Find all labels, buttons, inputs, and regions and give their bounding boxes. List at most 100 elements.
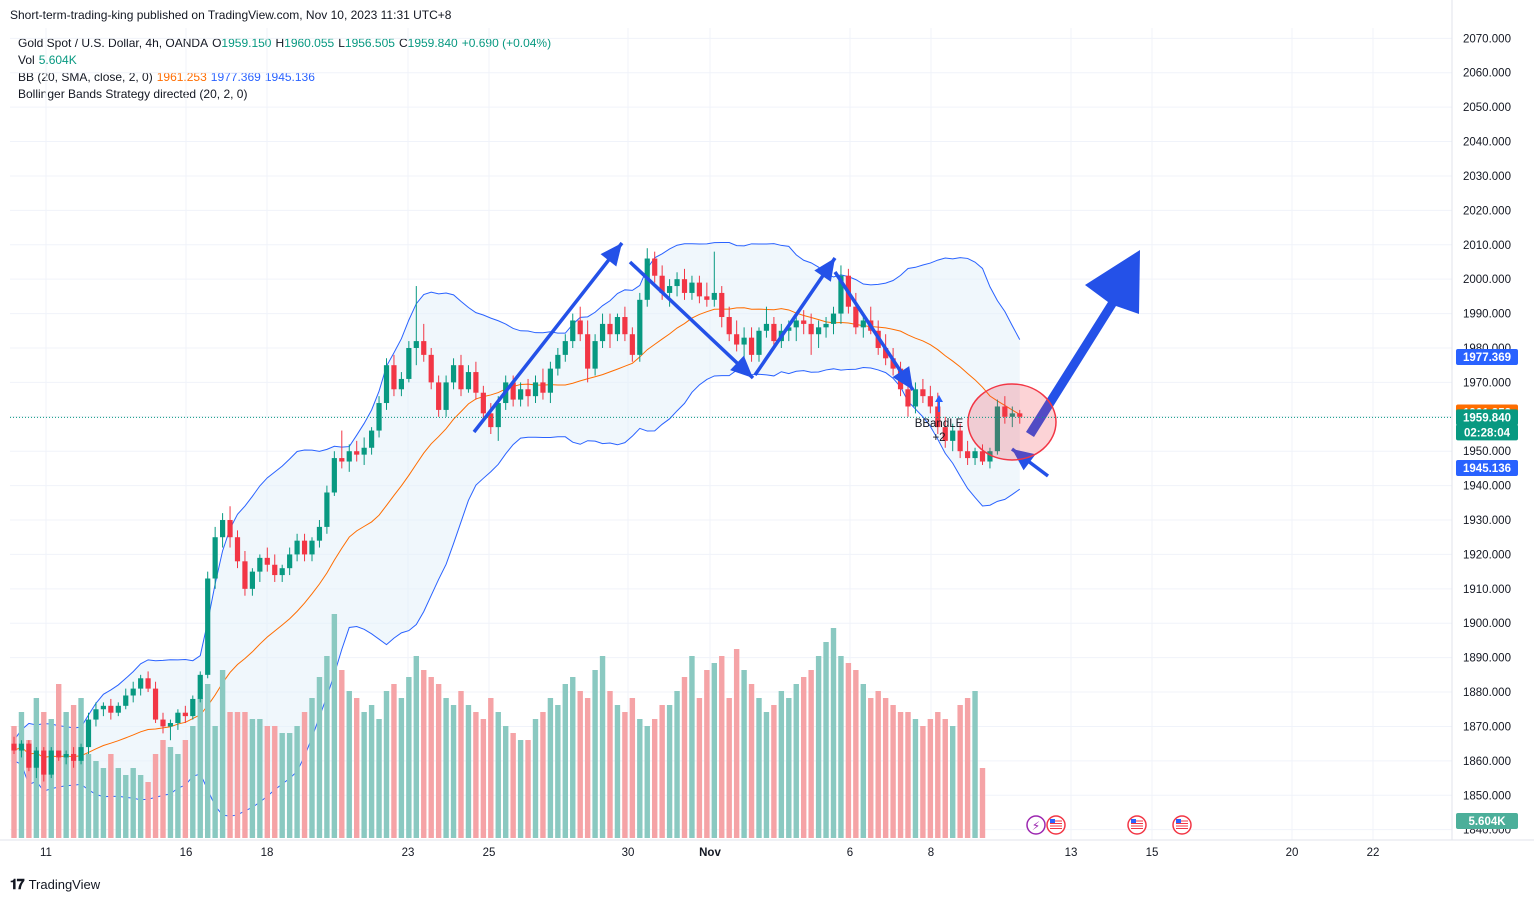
candle-body [33, 750, 39, 768]
volume-bar [413, 656, 419, 838]
volume-bar [294, 726, 300, 838]
volume-bar [897, 712, 904, 838]
candle-body [1002, 406, 1008, 417]
price-tick-label: 1870.000 [1463, 721, 1511, 733]
volume-bar [592, 670, 598, 838]
volume-bar [108, 754, 114, 838]
volume-bar [912, 719, 919, 838]
volume-bar [860, 684, 866, 838]
volume-bar [473, 712, 479, 838]
candle-body [570, 320, 576, 342]
volume-bar [465, 705, 472, 838]
chart-legend: Gold Spot / U.S. Dollar, 4h, OANDA O1959.… [18, 35, 555, 103]
candle-body [354, 451, 360, 455]
legend-bb-label[interactable]: BB (20, SMA, close, 2, 0) [18, 70, 153, 84]
candle-body [272, 564, 278, 576]
publisher-line: Short-term-trading-king published on Tra… [10, 8, 452, 22]
candle-body [748, 337, 755, 355]
price-tick-label: 2070.000 [1463, 33, 1511, 45]
tradingview-logo[interactable]: 𝟏𝟕 TradingView [10, 876, 100, 893]
candle-body [652, 258, 658, 276]
volume-bar [547, 698, 554, 838]
volume-bar [614, 705, 621, 838]
candle-body [860, 320, 866, 328]
volume-bar [756, 698, 762, 838]
volume-bar [920, 726, 926, 838]
candle-body [48, 750, 54, 775]
strategy-entry-label: BBandLE [915, 418, 964, 430]
time-tick-label: 6 [847, 847, 853, 859]
volume-bar [540, 712, 546, 838]
time-tick-label: 20 [1286, 847, 1299, 859]
candle-body [383, 365, 390, 404]
candle-body [912, 389, 919, 407]
legend-symbol[interactable]: Gold Spot / U.S. Dollar, 4h, OANDA [18, 36, 209, 50]
candle-body [287, 554, 293, 569]
candle-body [719, 292, 725, 318]
legend-bb-lower: 1945.136 [264, 70, 315, 84]
legend-strategy[interactable]: Bollinger Bands Strategy directed (20, 2… [18, 87, 248, 101]
volume-bar [927, 719, 934, 838]
candle-body [108, 705, 114, 713]
candle-body [123, 695, 129, 706]
candle-body [704, 296, 710, 300]
arrow-rebound-head [1012, 449, 1036, 471]
candle-body [577, 320, 583, 335]
last-price-tag-bg [1456, 409, 1518, 426]
candle-body [726, 317, 732, 335]
us-flag-icon-canton [1050, 819, 1055, 823]
volume-bar [905, 712, 911, 838]
legend-vol-label[interactable]: Vol [18, 53, 35, 67]
volume-bar [719, 656, 725, 838]
candle-body [853, 306, 859, 328]
strategy-entry-qty: +2 [932, 432, 945, 444]
volume-bar [339, 670, 345, 838]
candle-body [905, 389, 911, 407]
volume-bar [354, 698, 360, 838]
arrow-down-1-shaft [628, 260, 755, 380]
candle-body [242, 561, 248, 589]
time-tick-label: 22 [1367, 847, 1380, 859]
legend-volume-row: Vol 5.604K [18, 52, 555, 69]
annotations: BBandLE +2 ⚡ [472, 241, 1192, 835]
volume-bar [257, 719, 263, 838]
volume-bar [711, 663, 717, 838]
volume-bar [11, 726, 17, 838]
candles [11, 248, 1023, 782]
candle-body [41, 750, 47, 775]
candle-body [331, 458, 337, 493]
candle-body [979, 451, 986, 462]
volume-bar [480, 719, 487, 838]
candle-body [659, 275, 665, 293]
volume-bar [890, 705, 896, 838]
volume-bar [48, 719, 54, 838]
candle-body [920, 389, 926, 397]
volume-bar [808, 670, 814, 838]
volume-bar [525, 740, 531, 838]
candle-body [935, 406, 941, 428]
volume-bar [629, 698, 636, 838]
volume-bar [532, 719, 539, 838]
candle-body [421, 341, 427, 355]
price-tick-label: 1970.000 [1463, 377, 1511, 389]
candle-body [369, 430, 375, 448]
time-tick-label: 13 [1065, 847, 1078, 859]
volume-bar [786, 698, 792, 838]
volume-bar [272, 726, 278, 838]
volume-bar [324, 656, 330, 838]
candle-body [309, 540, 315, 555]
us-flag-icon-canton [1131, 819, 1136, 823]
candle-body [711, 292, 717, 300]
volume-bar [264, 726, 270, 838]
volume-bar [212, 726, 218, 838]
candle-body [279, 568, 285, 576]
legend-change: +0.690 (+0.04%) [461, 36, 552, 50]
volume-bar [70, 705, 77, 838]
volume-bar [644, 726, 650, 838]
candle-body [175, 712, 181, 724]
candle-body [689, 282, 695, 293]
candle-body [234, 537, 241, 562]
volume-bar [190, 726, 196, 838]
time-tick-label: Nov [699, 847, 721, 859]
